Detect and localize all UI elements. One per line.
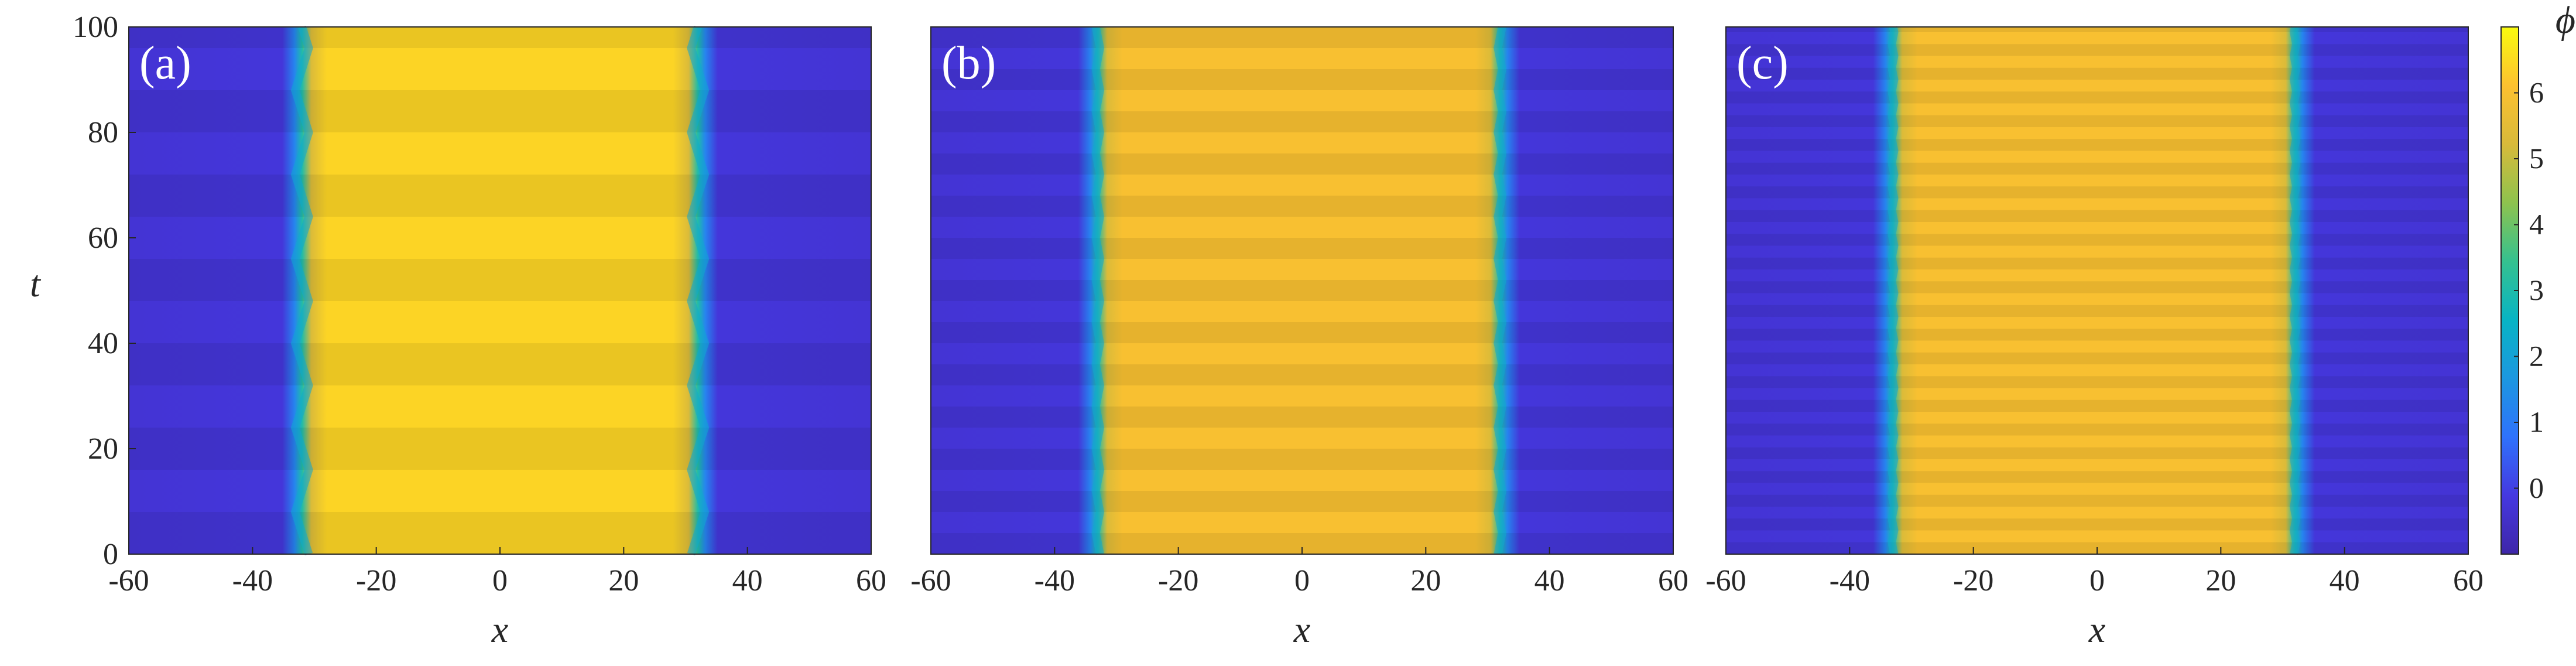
x-axis-label-b: x xyxy=(1293,609,1310,650)
colorbar-tick-label: 5 xyxy=(2529,142,2544,175)
oscillation-band xyxy=(1726,257,2468,269)
oscillation-band xyxy=(1726,305,2468,317)
x-tick-label: -60 xyxy=(910,564,951,597)
x-tick-label: 40 xyxy=(1534,564,1565,597)
oscillation-band xyxy=(931,322,1673,343)
y-tick-label: 100 xyxy=(73,11,118,44)
panel-label-c: (c) xyxy=(1736,37,1789,89)
y-tick-label: 60 xyxy=(88,221,118,255)
colorbar: 0 1 2 3 4 5 6 ϕ xyxy=(2500,0,2575,555)
x-axis-label-a: x xyxy=(491,609,508,650)
oscillation-band xyxy=(931,196,1673,217)
oscillation-band xyxy=(129,343,871,385)
oscillation-band xyxy=(931,69,1673,90)
heatmap-field xyxy=(1726,27,2468,554)
y-tick-label: 0 xyxy=(103,538,118,571)
panel-a: -60 -40 -20 0 20 40 60 0 20 40 60 80 100 (a) x t xyxy=(30,11,886,650)
panel-label-b: (b) xyxy=(941,37,996,89)
x-tick-label: 0 xyxy=(492,564,508,597)
oscillation-band xyxy=(1726,162,2468,175)
y-tick-label: 80 xyxy=(88,116,118,149)
oscillation-band xyxy=(129,90,871,132)
x-tick-label: 0 xyxy=(1294,564,1310,597)
oscillation-band xyxy=(931,27,1673,48)
front-left xyxy=(1888,26,1899,555)
x-tick-label: -40 xyxy=(1034,564,1075,597)
x-tick-label: -40 xyxy=(232,564,273,597)
x-tick-label: -20 xyxy=(356,564,396,597)
oscillation-band xyxy=(931,153,1673,175)
x-tick-label: 60 xyxy=(1658,564,1688,597)
front-right xyxy=(687,25,710,556)
panel-c: -60 -40 -20 0 20 40 60 (c) x xyxy=(1705,26,2483,650)
oscillation-band xyxy=(1726,352,2468,364)
x-tick-label: 20 xyxy=(608,564,639,597)
colorbar-tick-label: 6 xyxy=(2529,76,2544,109)
colorbar-tick-label: 0 xyxy=(2529,472,2544,504)
oscillation-band xyxy=(931,449,1673,470)
oscillation-band xyxy=(1726,518,2468,531)
oscillation-band xyxy=(1726,471,2468,483)
oscillation-band xyxy=(931,280,1673,301)
oscillation-band xyxy=(931,491,1673,512)
oscillation-band xyxy=(1726,44,2468,56)
x-tick-label: 60 xyxy=(856,564,886,597)
oscillation-band xyxy=(1726,234,2468,246)
oscillation-band xyxy=(931,364,1673,385)
x-tick-label: -60 xyxy=(108,564,149,597)
heatmap-field xyxy=(129,27,871,554)
oscillation-band xyxy=(1726,423,2468,436)
oscillation-band xyxy=(931,111,1673,132)
x-tick-label: -60 xyxy=(1705,564,1746,597)
oscillation-band xyxy=(931,407,1673,428)
y-axis-label-a: t xyxy=(30,263,42,305)
oscillation-band xyxy=(1726,186,2468,199)
front-left xyxy=(1091,26,1105,555)
colorbar-tick-label: 1 xyxy=(2529,405,2544,438)
x-axis-label-c: x xyxy=(2088,609,2105,650)
x-tick-label: 0 xyxy=(2089,564,2105,597)
panel-b: -60 -40 -20 0 20 40 60 (b) x xyxy=(910,26,1688,650)
front-left xyxy=(290,25,313,556)
panel-label-a: (a) xyxy=(139,37,191,89)
x-tick-label: -20 xyxy=(1953,564,1993,597)
oscillation-band xyxy=(1726,27,2468,32)
oscillation-band xyxy=(129,259,871,301)
oscillation-band xyxy=(129,27,871,48)
oscillation-band xyxy=(129,428,871,470)
oscillation-band xyxy=(129,175,871,217)
x-tick-label: 20 xyxy=(1410,564,1441,597)
front-right xyxy=(1493,26,1506,555)
x-tick-label: 40 xyxy=(732,564,763,597)
oscillation-band xyxy=(1726,210,2468,222)
oscillation-band xyxy=(1726,115,2468,127)
colorbar-title: ϕ xyxy=(2556,0,2575,42)
colorbar-tick-label: 2 xyxy=(2529,340,2544,373)
oscillation-band xyxy=(1726,139,2468,151)
y-tick-label: 20 xyxy=(88,432,118,466)
oscillation-band xyxy=(1726,329,2468,341)
oscillation-band xyxy=(931,238,1673,259)
x-tick-label: 60 xyxy=(2453,564,2483,597)
x-tick-label: 40 xyxy=(2330,564,2360,597)
oscillation-band xyxy=(1726,494,2468,507)
front-right xyxy=(2289,26,2300,555)
colorbar-tick-label: 3 xyxy=(2529,274,2544,306)
colorbar-tick-label: 4 xyxy=(2529,208,2544,241)
heatmap-field xyxy=(931,27,1673,554)
x-tick-label: 20 xyxy=(2205,564,2236,597)
y-tick-label: 40 xyxy=(88,327,118,360)
x-tick-label: -40 xyxy=(1830,564,1870,597)
oscillation-band xyxy=(1726,91,2468,104)
oscillation-band xyxy=(1726,447,2468,459)
x-tick-label: -20 xyxy=(1158,564,1198,597)
oscillation-band xyxy=(1726,399,2468,412)
oscillation-band xyxy=(1726,67,2468,80)
oscillation-band xyxy=(1726,281,2468,293)
oscillation-band xyxy=(1726,376,2468,388)
